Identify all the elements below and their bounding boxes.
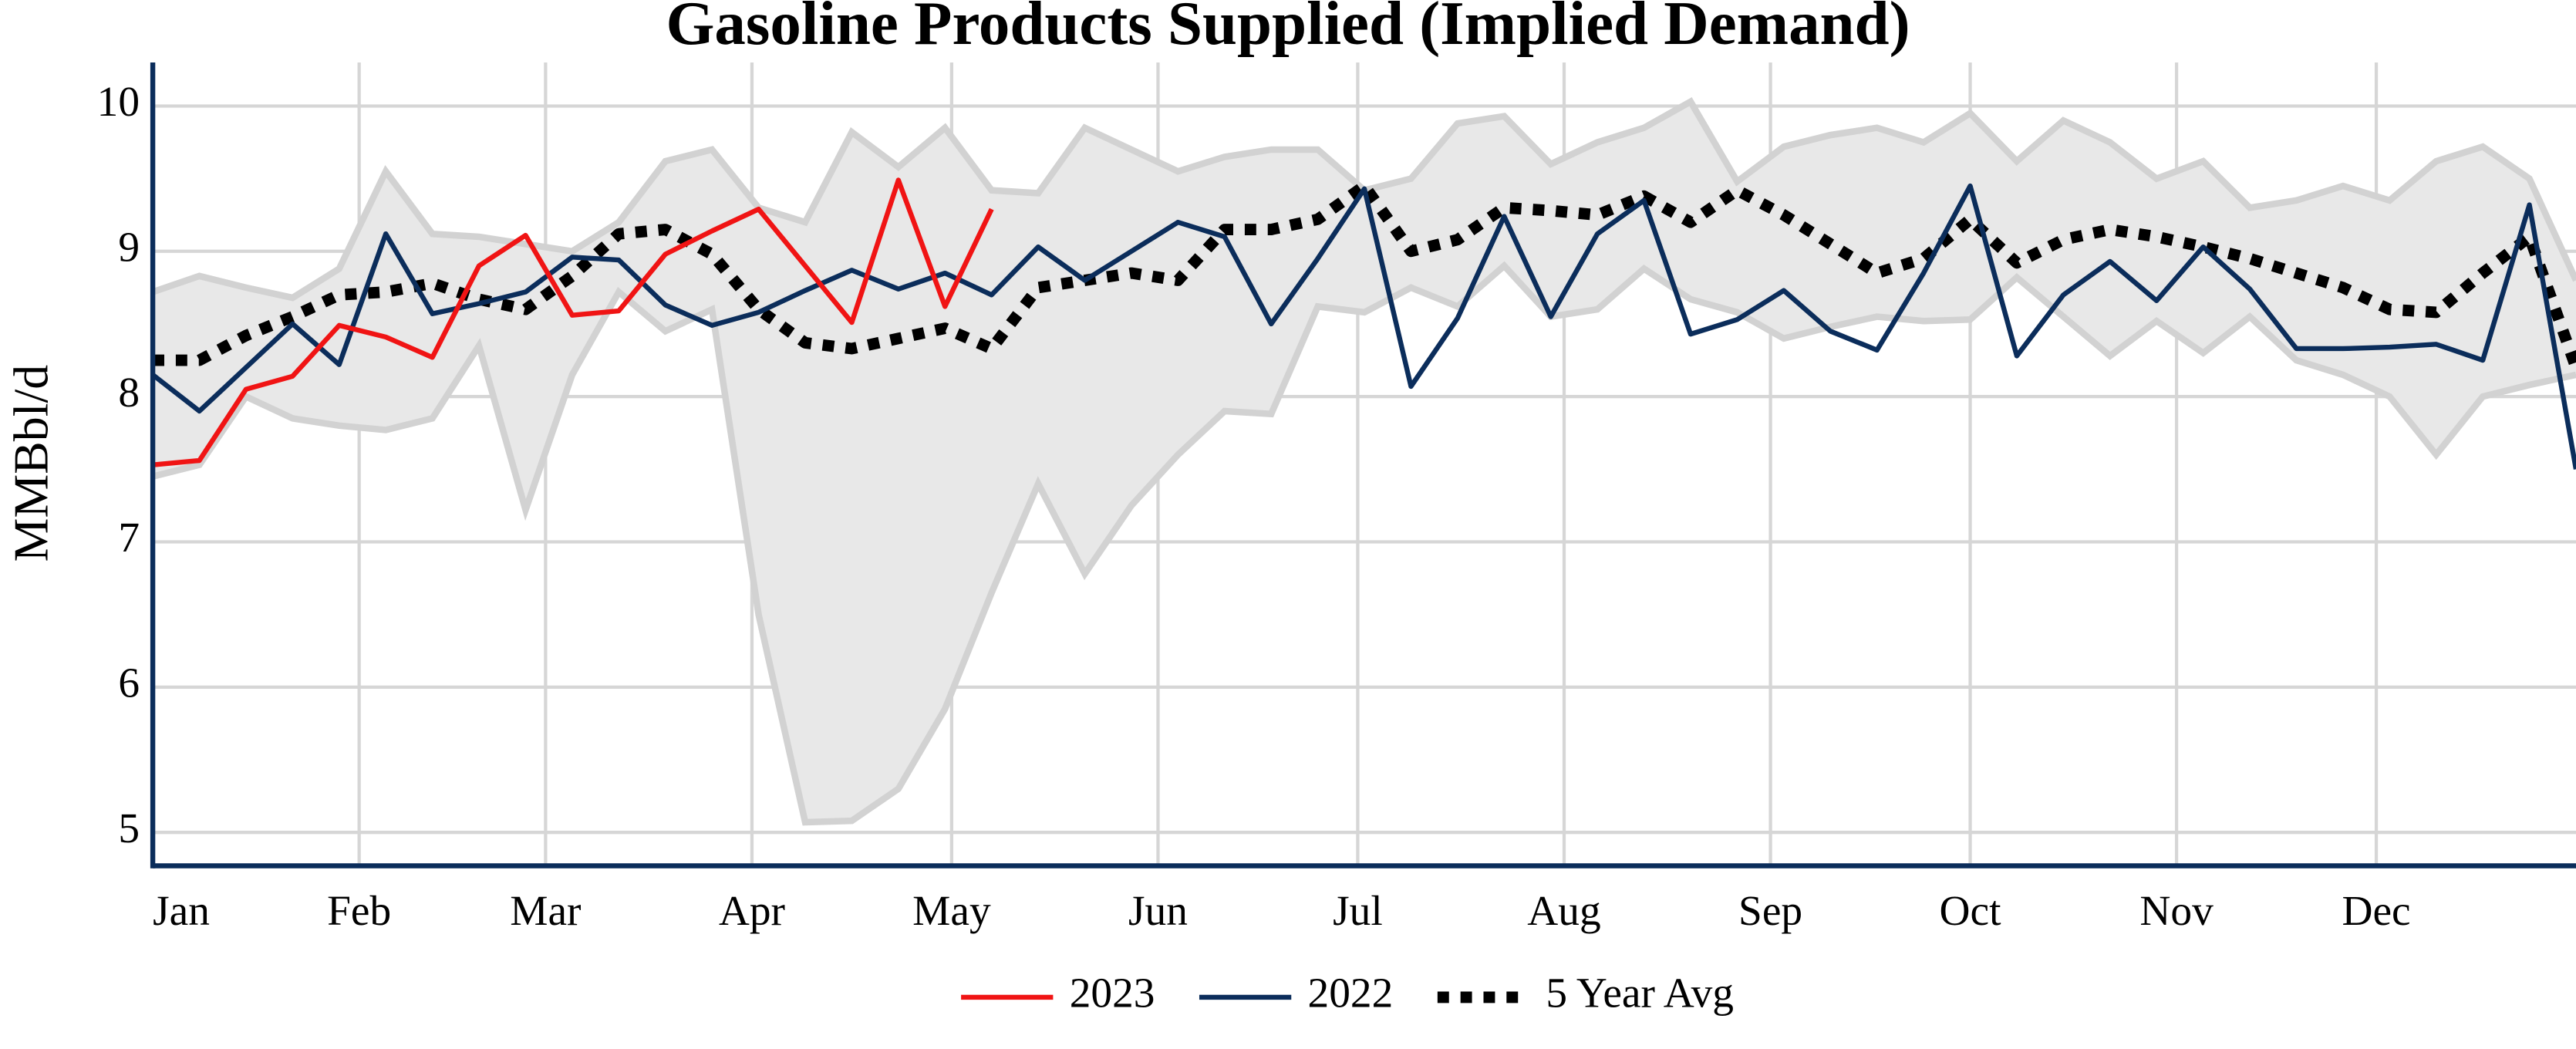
x-tick-label: Jan	[153, 887, 210, 934]
series-line	[153, 180, 2576, 369]
range-edge	[152, 261, 2576, 826]
x-tick-label: May	[912, 887, 991, 934]
x-tick-label: Jun	[1128, 887, 1188, 934]
x-tick-label: Oct	[1940, 887, 2002, 934]
series-line	[152, 177, 994, 467]
y-tick-label: 10	[97, 78, 140, 125]
chart-title: Gasoline Products Supplied (Implied Dema…	[666, 0, 1910, 58]
y-axis-label: MMBbl/d	[4, 365, 59, 562]
x-tick-label: Dec	[2342, 887, 2410, 934]
series-line	[151, 183, 2576, 470]
range-band	[153, 101, 2576, 823]
x-tick-label: Sep	[1738, 887, 1802, 934]
y-tick-label: 9	[118, 223, 140, 270]
legend-label: 2023	[1070, 970, 1155, 1017]
legend-label: 2022	[1308, 970, 1394, 1017]
y-tick-label: 7	[118, 514, 140, 561]
x-tick-label: Feb	[327, 887, 391, 934]
x-tick-label: Mar	[510, 887, 581, 934]
y-tick-label: 6	[118, 659, 140, 707]
x-tick-label: Apr	[719, 887, 785, 934]
x-tick-label: Aug	[1527, 887, 1600, 934]
y-tick-label: 5	[118, 804, 140, 852]
y-tick-label: 8	[118, 369, 140, 416]
legend-label: 5 Year Avg	[1546, 970, 1734, 1017]
x-tick-label: Jul	[1333, 887, 1383, 934]
x-tick-label: Nov	[2139, 887, 2214, 934]
